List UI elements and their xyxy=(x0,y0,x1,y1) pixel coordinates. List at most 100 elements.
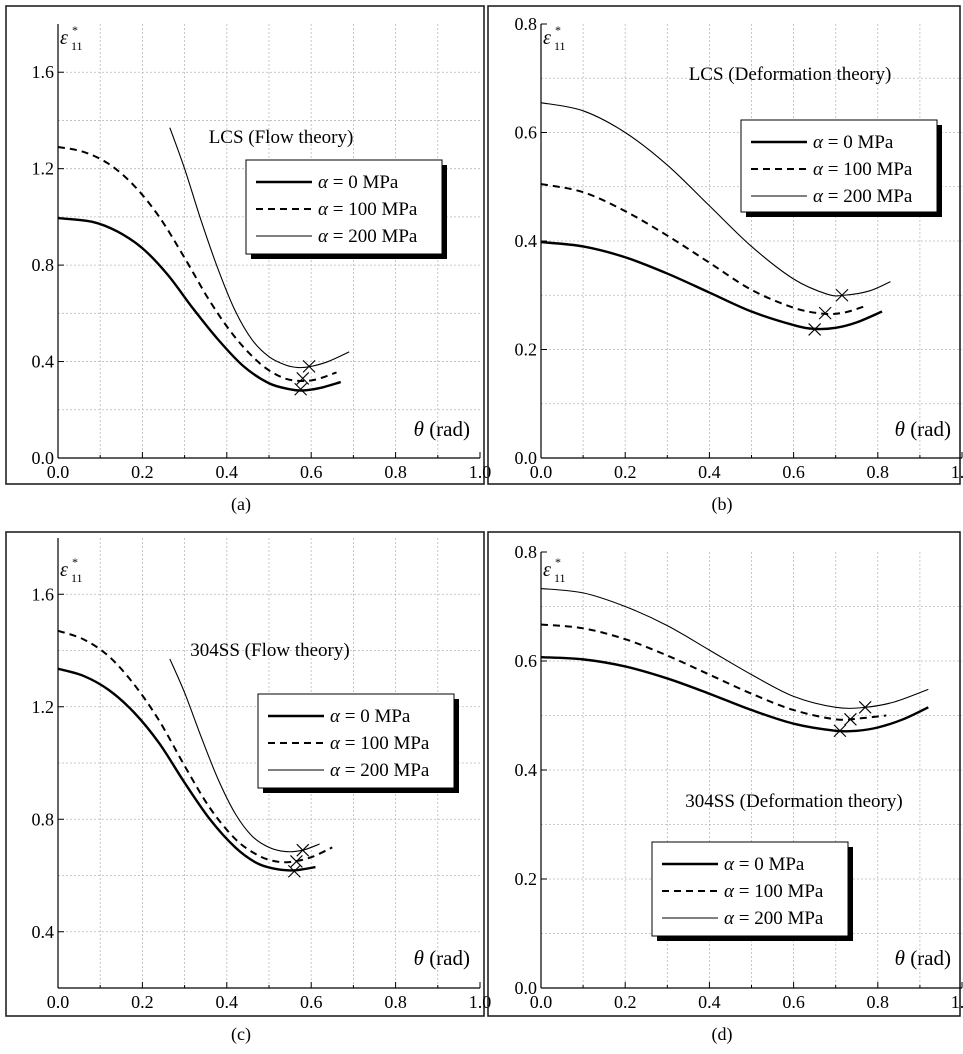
marker-stroke xyxy=(858,700,872,714)
critical-point-marker xyxy=(296,843,310,857)
legend-box xyxy=(257,693,455,789)
x-tick-label: 0.2 xyxy=(131,992,154,1012)
x-tick-label: 0.4 xyxy=(216,462,239,482)
panel-caption: (c) xyxy=(231,1024,251,1045)
x-tick-label: 1.0 xyxy=(951,992,963,1012)
y-tick-label: 0.6 xyxy=(515,123,538,143)
panel-frame xyxy=(487,531,961,1017)
y-axis-label-sub: 11 xyxy=(554,571,566,585)
y-axis-label: ε xyxy=(60,27,68,49)
legend: α = 0 MPa α = 100 MPa α = 200 MPa xyxy=(257,693,459,793)
x-tick-label: 1.0 xyxy=(951,462,963,482)
chart-panel-c: 0.0 0.2 0.4 0.6 0.8 1.0 0.4 0.8 1.2 1.6ε * 11 θ (rad… xyxy=(5,531,492,1045)
marker-stroke xyxy=(287,864,301,878)
legend-label: α = 200 MPa xyxy=(318,226,418,247)
y-tick-label: 0.8 xyxy=(32,809,55,829)
panel-caption: (d) xyxy=(712,1024,733,1045)
critical-point-marker xyxy=(294,382,308,396)
legend: α = 0 MPa α = 100 MPa α = 200 MPa xyxy=(651,841,853,941)
panel-caption: (a) xyxy=(231,494,251,515)
x-tick-label: 0.0 xyxy=(47,462,70,482)
critical-point-marker xyxy=(302,359,316,373)
x-tick-label: 0.4 xyxy=(698,462,721,482)
legend-label: α = 0 MPa xyxy=(724,854,805,875)
x-tick-label: 0.6 xyxy=(300,992,323,1012)
x-tick-label: 0.8 xyxy=(867,992,890,1012)
y-axis-label: ε xyxy=(543,559,551,581)
x-tick-label: 0.0 xyxy=(530,462,553,482)
legend-box xyxy=(651,841,849,937)
x-tick-label: 0.6 xyxy=(782,462,805,482)
series-line-1 xyxy=(540,623,887,721)
series-line-0 xyxy=(57,216,342,392)
y-axis-label-sup: * xyxy=(72,23,78,37)
series-line-2 xyxy=(540,102,891,297)
series-line-2 xyxy=(540,587,929,709)
chart-panel-b: 0.00.20.40.60.81.00.00.20.40.60.8ε*11θ (… xyxy=(487,5,963,515)
y-tick-label: 1.6 xyxy=(32,584,55,604)
critical-point-marker xyxy=(290,855,303,868)
legend-label: α = 0 MPa xyxy=(813,132,894,153)
grid-lines xyxy=(541,24,962,458)
legend-box xyxy=(740,119,938,213)
series-line-0 xyxy=(57,667,316,872)
y-axis-label-sup: * xyxy=(555,23,561,37)
critical-point-marker xyxy=(808,323,822,336)
panel-frame xyxy=(5,5,485,485)
x-tick-label: 0.2 xyxy=(131,462,154,482)
x-tick-label: 0.2 xyxy=(614,992,637,1012)
x-tick-label: 0.6 xyxy=(300,462,323,482)
legend-label: α = 100 MPa xyxy=(813,159,913,180)
y-axis-label-sup: * xyxy=(555,555,561,569)
y-axis-label-sub: 11 xyxy=(71,571,83,585)
critical-point-marker xyxy=(296,372,310,385)
legend-label: α = 100 MPa xyxy=(330,733,430,754)
legend-label: α = 0 MPa xyxy=(330,706,411,727)
legend: α = 0 MPa α = 100 MPa α = 200 MPa xyxy=(740,119,942,217)
x-tick-label: 0.0 xyxy=(530,992,553,1012)
x-tick-label: 1.0 xyxy=(469,992,492,1012)
y-tick-label: 0.8 xyxy=(32,255,55,275)
marker-stroke xyxy=(833,724,847,738)
x-axis-label: θ (rad) xyxy=(895,946,951,970)
panel-annotation: 304SS (Deformation theory) xyxy=(685,791,902,812)
x-tick-label: 0.8 xyxy=(867,462,890,482)
y-tick-label: 0.2 xyxy=(515,869,538,889)
legend-label: α = 100 MPa xyxy=(318,199,418,220)
chart-panel-d: 0.00.20.40.60.81.00.00.20.40.60.8ε*11θ (… xyxy=(487,531,963,1045)
y-axis-label: ε xyxy=(60,559,68,581)
y-tick-label: 1.6 xyxy=(32,62,55,82)
legend-label: α = 0 MPa xyxy=(318,172,399,193)
x-tick-label: 0.8 xyxy=(384,992,407,1012)
critical-point-marker xyxy=(844,712,857,726)
legend-label: α = 200 MPa xyxy=(330,760,430,781)
grid-lines xyxy=(541,552,962,988)
x-axis-label: θ (rad) xyxy=(895,417,951,441)
x-tick-label: 0.2 xyxy=(614,462,637,482)
legend-box xyxy=(245,159,443,255)
critical-point-marker xyxy=(835,288,849,302)
legend-label: α = 200 MPa xyxy=(813,186,913,207)
y-tick-label: 0.0 xyxy=(32,448,55,468)
series-line-1 xyxy=(57,145,337,383)
series-line-2 xyxy=(169,658,320,853)
marker-stroke xyxy=(835,288,849,302)
x-tick-label: 0.6 xyxy=(782,992,805,1012)
series-line-0 xyxy=(540,240,883,331)
panel-frame xyxy=(487,5,961,485)
y-axis-label: ε xyxy=(543,27,551,49)
y-axis-label-sub: 11 xyxy=(554,39,566,53)
x-tick-label: 0.4 xyxy=(698,992,721,1012)
marker-stroke xyxy=(296,843,310,857)
panel-annotation: 304SS (Flow theory) xyxy=(190,640,349,661)
panel-frame xyxy=(5,531,485,1017)
y-tick-label: 1.2 xyxy=(32,159,55,179)
panel-annotation: LCS (Deformation theory) xyxy=(689,64,892,85)
x-tick-label: 0.8 xyxy=(384,462,407,482)
critical-point-marker xyxy=(833,724,847,738)
y-tick-label: 0.0 xyxy=(515,448,538,468)
y-tick-label: 0.2 xyxy=(515,340,538,360)
legend: α = 0 MPa α = 100 MPa α = 200 MPa xyxy=(245,159,447,259)
critical-point-marker xyxy=(818,306,832,320)
